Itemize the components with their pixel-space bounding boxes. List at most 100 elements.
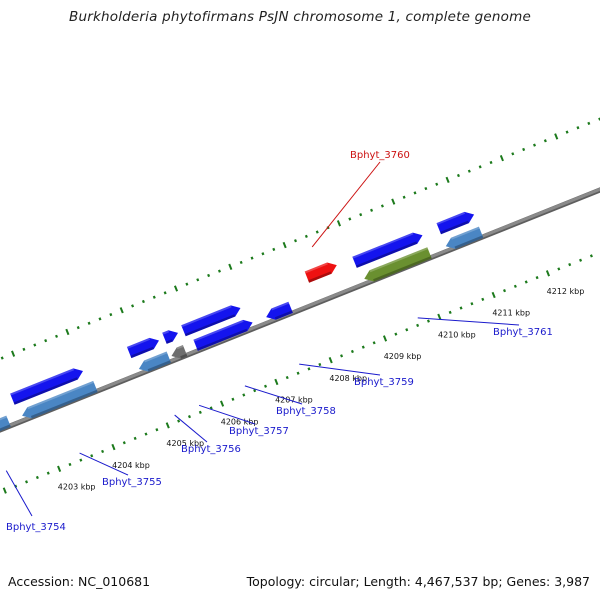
outer-minor-tick xyxy=(587,121,591,126)
outer-major-tick xyxy=(445,176,450,184)
gene-shade-g5 xyxy=(147,360,171,372)
inner-minor-tick xyxy=(426,319,430,323)
inner-major-tick xyxy=(2,487,7,494)
gene-label[interactable]: Bphyt_3760 xyxy=(350,150,410,161)
inner-minor-tick xyxy=(535,276,539,280)
outer-minor-tick xyxy=(380,204,384,208)
gene-shade-g3 xyxy=(30,389,98,419)
gene-arrow-g4[interactable] xyxy=(126,337,159,359)
gene-highlight-g5 xyxy=(144,351,168,363)
gene-shade-g10 xyxy=(274,310,293,320)
gene-arrow-g13[interactable] xyxy=(364,247,432,282)
inner-minor-tick xyxy=(68,462,72,467)
inner-minor-tick xyxy=(264,384,268,388)
outer-minor-tick xyxy=(55,334,59,338)
gene-label-leader xyxy=(174,414,208,443)
accession-text: Accession: NC_010681 xyxy=(8,574,151,589)
gene-arrow-g10[interactable] xyxy=(266,301,293,320)
gene-label[interactable]: Bphyt_3754 xyxy=(6,522,66,533)
inner-minor-tick xyxy=(25,480,29,484)
outer-minor-tick xyxy=(87,321,91,325)
outer-minor-tick xyxy=(543,139,547,143)
gene-label[interactable]: Bphyt_3759 xyxy=(354,377,414,388)
outer-minor-tick xyxy=(76,326,80,330)
gene-label[interactable]: Bphyt_3761 xyxy=(493,327,553,338)
gene-highlight-g12 xyxy=(352,232,414,259)
inner-major-tick xyxy=(274,378,279,386)
inner-minor-tick xyxy=(350,349,354,354)
gene-arrow-g8[interactable] xyxy=(181,305,241,337)
gene-arrow-g1[interactable] xyxy=(0,415,11,448)
inner-minor-tick xyxy=(285,375,289,380)
kbp-label: 4204 kbp xyxy=(112,461,150,470)
kbp-label: 4205 kbp xyxy=(166,439,204,448)
outer-minor-tick xyxy=(44,339,48,343)
outer-major-tick xyxy=(65,328,70,336)
gene-label[interactable]: Bphyt_3756 xyxy=(181,444,241,455)
gene-arrow-g2[interactable] xyxy=(10,368,84,405)
inner-minor-tick xyxy=(209,406,213,410)
gene-highlight-g11 xyxy=(304,262,328,274)
outer-minor-tick xyxy=(152,295,156,299)
outer-minor-tick xyxy=(522,147,526,152)
outer-minor-tick xyxy=(532,143,537,147)
gene-arrow-g9[interactable] xyxy=(193,319,253,351)
gene-arrow-g11[interactable] xyxy=(304,262,337,283)
gene-track xyxy=(0,211,484,448)
inner-major-tick xyxy=(328,357,333,364)
outer-minor-tick xyxy=(207,273,211,278)
outer-minor-tick xyxy=(304,234,308,238)
genome-summary-text: Topology: circular; Length: 4,467,537 bp… xyxy=(246,574,590,589)
gene-arrow-g15[interactable] xyxy=(445,226,484,249)
gene-arrow-g5[interactable] xyxy=(138,351,171,372)
gene-highlight-g4 xyxy=(126,337,151,349)
gene-labels: Bphyt_3755 Bphyt_3756 Bphyt_3757 Bphyt_3758… xyxy=(5,150,553,533)
outer-minor-tick xyxy=(98,317,102,321)
gene-highlight-g15 xyxy=(451,226,480,240)
outer-minor-tick xyxy=(0,356,4,360)
outer-minor-tick xyxy=(250,256,254,260)
outer-major-tick xyxy=(11,350,16,357)
inner-minor-tick xyxy=(177,419,181,423)
inner-minor-tick xyxy=(318,362,322,367)
inner-major-tick xyxy=(491,291,496,299)
gene-arrow-g14[interactable] xyxy=(436,211,475,235)
gene-highlight-g3 xyxy=(27,380,94,410)
inner-minor-tick xyxy=(416,323,420,328)
inner-minor-tick xyxy=(198,410,202,414)
inner-minor-tick xyxy=(372,341,376,345)
outer-major-tick xyxy=(282,241,287,249)
inner-minor-tick xyxy=(481,297,485,301)
gene-label[interactable]: Bphyt_3757 xyxy=(229,426,289,437)
gene-shade-g6 xyxy=(165,339,173,344)
gene-highlight-g2 xyxy=(10,368,75,396)
inner-minor-tick xyxy=(242,393,246,397)
inner-minor-tick xyxy=(122,441,126,445)
gene-label-leader xyxy=(79,452,129,476)
inner-minor-tick xyxy=(307,367,311,371)
gene-arrow-g3[interactable] xyxy=(22,380,98,419)
gene-arrow-g12[interactable] xyxy=(352,232,423,268)
gene-label[interactable]: Bphyt_3755 xyxy=(102,477,162,488)
inner-minor-tick xyxy=(470,302,474,306)
inner-major-tick xyxy=(545,270,551,277)
gene-label[interactable]: Bphyt_3758 xyxy=(276,406,336,417)
outer-minor-tick xyxy=(33,343,37,347)
inner-minor-tick xyxy=(557,267,561,271)
map-title: Burkholderia phytofirmans PsJN chromosom… xyxy=(69,9,531,25)
inner-major-tick xyxy=(437,313,442,320)
inner-minor-tick xyxy=(513,284,517,288)
outer-minor-tick xyxy=(435,182,439,186)
inner-minor-tick xyxy=(459,306,463,310)
inner-major-tick xyxy=(382,335,388,342)
gene-shade-g8 xyxy=(184,314,236,337)
outer-minor-tick xyxy=(272,247,276,252)
gene-arrow-g7[interactable] xyxy=(171,345,188,359)
gene-arrow-g6[interactable] xyxy=(162,330,178,344)
gene-label-leader xyxy=(244,385,303,405)
gene-shade-g2 xyxy=(13,377,78,405)
gene-highlight-g13 xyxy=(369,247,428,273)
outer-minor-tick xyxy=(294,239,298,243)
outer-major-tick xyxy=(554,133,559,140)
